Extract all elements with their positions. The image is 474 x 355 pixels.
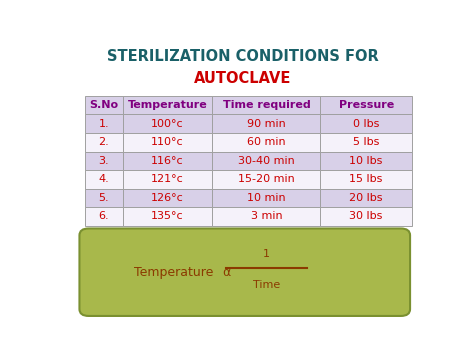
Text: 3.: 3. xyxy=(99,156,109,166)
Text: Time: Time xyxy=(253,279,281,290)
FancyBboxPatch shape xyxy=(123,96,212,114)
FancyBboxPatch shape xyxy=(212,133,320,152)
FancyBboxPatch shape xyxy=(123,133,212,152)
Text: 135°c: 135°c xyxy=(151,212,184,222)
Text: 15 lbs: 15 lbs xyxy=(349,174,383,184)
Text: 4.: 4. xyxy=(99,174,109,184)
Text: S.No: S.No xyxy=(89,100,118,110)
Text: 121°c: 121°c xyxy=(151,174,184,184)
Text: STERILIZATION CONDITIONS FOR: STERILIZATION CONDITIONS FOR xyxy=(107,49,379,65)
Text: Temperature: Temperature xyxy=(128,100,208,110)
FancyBboxPatch shape xyxy=(85,152,123,170)
FancyBboxPatch shape xyxy=(320,170,412,189)
Text: 116°c: 116°c xyxy=(151,156,184,166)
FancyBboxPatch shape xyxy=(123,114,212,133)
FancyBboxPatch shape xyxy=(320,133,412,152)
Text: 30 lbs: 30 lbs xyxy=(349,212,383,222)
Text: 10 lbs: 10 lbs xyxy=(349,156,383,166)
Text: 1.: 1. xyxy=(99,119,109,129)
FancyBboxPatch shape xyxy=(85,114,123,133)
FancyBboxPatch shape xyxy=(320,207,412,226)
Text: 110°c: 110°c xyxy=(151,137,184,147)
FancyBboxPatch shape xyxy=(123,170,212,189)
Text: α: α xyxy=(223,266,231,279)
FancyBboxPatch shape xyxy=(320,189,412,207)
FancyBboxPatch shape xyxy=(85,96,123,114)
Text: 3 min: 3 min xyxy=(251,212,282,222)
Text: 5 lbs: 5 lbs xyxy=(353,137,379,147)
FancyBboxPatch shape xyxy=(212,114,320,133)
FancyBboxPatch shape xyxy=(320,152,412,170)
FancyBboxPatch shape xyxy=(123,207,212,226)
FancyBboxPatch shape xyxy=(85,170,123,189)
Text: 20 lbs: 20 lbs xyxy=(349,193,383,203)
FancyBboxPatch shape xyxy=(212,96,320,114)
FancyBboxPatch shape xyxy=(320,96,412,114)
FancyBboxPatch shape xyxy=(212,189,320,207)
FancyBboxPatch shape xyxy=(320,114,412,133)
Text: 10 min: 10 min xyxy=(247,193,286,203)
Text: 1: 1 xyxy=(263,250,270,260)
FancyBboxPatch shape xyxy=(212,170,320,189)
FancyBboxPatch shape xyxy=(212,152,320,170)
FancyBboxPatch shape xyxy=(212,207,320,226)
Text: Temperature: Temperature xyxy=(134,266,213,279)
Text: 2.: 2. xyxy=(99,137,109,147)
Text: 15-20 min: 15-20 min xyxy=(238,174,295,184)
FancyBboxPatch shape xyxy=(85,207,123,226)
Text: 100°c: 100°c xyxy=(151,119,184,129)
FancyBboxPatch shape xyxy=(80,229,410,316)
FancyBboxPatch shape xyxy=(123,152,212,170)
Text: 126°c: 126°c xyxy=(151,193,184,203)
Text: Pressure: Pressure xyxy=(338,100,394,110)
Text: Time required: Time required xyxy=(222,100,310,110)
FancyBboxPatch shape xyxy=(85,189,123,207)
Text: 90 min: 90 min xyxy=(247,119,286,129)
Text: AUTOCLAVE: AUTOCLAVE xyxy=(194,71,292,86)
Text: 30-40 min: 30-40 min xyxy=(238,156,295,166)
Text: 60 min: 60 min xyxy=(247,137,286,147)
Text: 5.: 5. xyxy=(99,193,109,203)
FancyBboxPatch shape xyxy=(123,189,212,207)
FancyBboxPatch shape xyxy=(85,133,123,152)
Text: 0 lbs: 0 lbs xyxy=(353,119,379,129)
Text: 6.: 6. xyxy=(99,212,109,222)
